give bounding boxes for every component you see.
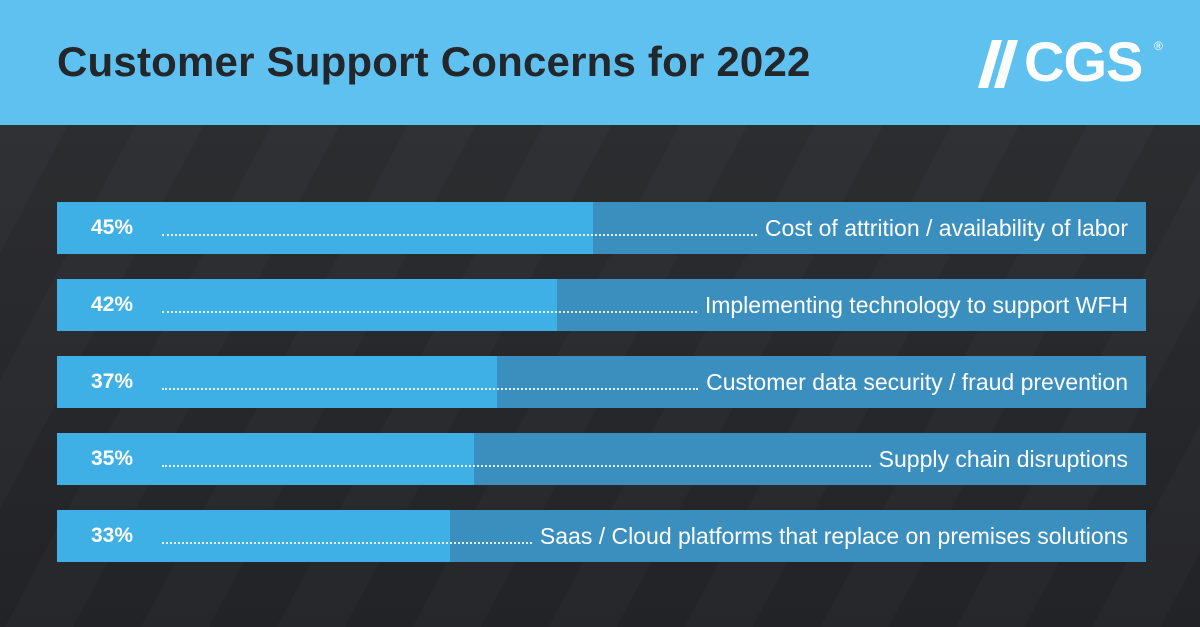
registered-mark: ® — [1154, 39, 1163, 53]
bar-value-label: 42% — [91, 293, 134, 316]
cgs-slash-mark-icon — [978, 40, 1018, 88]
bar-category-label: Supply chain disruptions — [878, 446, 1128, 472]
bar-row: 42% Implementing technology to support WF… — [57, 279, 1146, 331]
bar-fill — [57, 433, 474, 485]
bar-fill — [57, 510, 450, 562]
bar-row: 35% Supply chain disruptions — [57, 433, 1146, 485]
logo-wordmark: CGS — [1024, 30, 1143, 93]
bar-category-label: Saas / Cloud platforms that replace on p… — [539, 523, 1128, 549]
chart-area: 45% Cost of attrition / availability of l… — [0, 125, 1200, 627]
bar-category-label: Cost of attrition / availability of labo… — [764, 215, 1128, 241]
bar-category-label: Customer data security / fraud preventio… — [706, 369, 1128, 395]
bar-value-label: 37% — [91, 370, 134, 393]
dotted-leader-line — [162, 542, 532, 544]
bar-row: 37% Customer data security / fraud preven… — [57, 356, 1146, 408]
page-title: Customer Support Concerns for 2022 — [57, 38, 811, 85]
bar-fill — [57, 202, 593, 254]
bar-fill — [57, 279, 557, 331]
bar-row: 45% Cost of attrition / availability of l… — [57, 202, 1146, 254]
dotted-leader-line — [162, 311, 697, 313]
bar-value-label: 45% — [91, 216, 134, 239]
bar-category-label: Implementing technology to support WFH — [704, 292, 1128, 318]
cgs-logo: CGS ® — [978, 34, 1168, 90]
bar-value-label: 35% — [91, 447, 134, 470]
header-banner: Customer Support Concerns for 2022 CGS ® — [0, 0, 1200, 125]
dotted-leader-line — [162, 388, 699, 390]
dotted-leader-line — [162, 234, 757, 236]
bar-value-label: 33% — [91, 524, 134, 547]
bar-row: 33% Saas / Cloud platforms that replace o… — [57, 510, 1146, 562]
bar-fill — [57, 356, 498, 408]
dotted-leader-line — [162, 465, 871, 467]
